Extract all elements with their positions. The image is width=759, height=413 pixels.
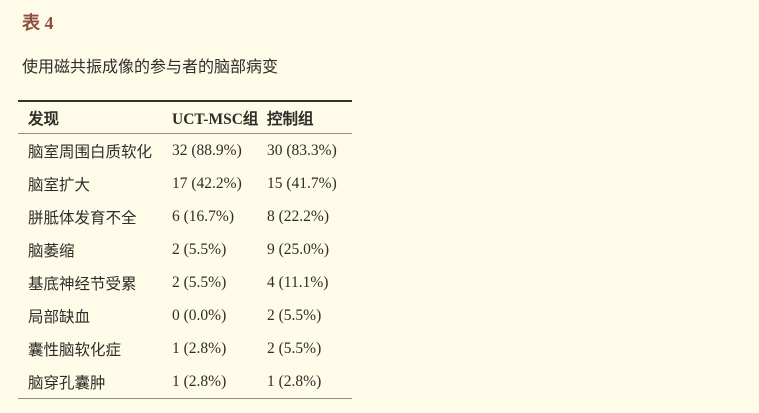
finding-cell: 脑萎缩 (28, 242, 75, 260)
control-value-cell: 9 (25.0%) (267, 240, 329, 258)
finding-cell: 局部缺血 (28, 308, 91, 326)
uct-msc-value-cell: 17 (42.2%) (172, 174, 242, 192)
uct-msc-value-cell: 6 (16.7%) (172, 207, 234, 225)
table-row: 胼胝体发育不全 6 (16.7%) 8 (22.2%) (18, 200, 352, 233)
control-value-cell: 4 (11.1%) (267, 273, 329, 291)
table-caption: 使用磁共振成像的参与者的脑部病变 (22, 59, 279, 76)
uct-msc-value-cell: 32 (88.9%) (172, 141, 242, 159)
finding-cell: 脑室周围白质软化 (28, 143, 153, 161)
finding-cell: 脑穿孔囊肿 (28, 374, 106, 392)
uct-msc-value-cell: 0 (0.0%) (172, 306, 227, 324)
control-value-cell: 1 (2.8%) (267, 372, 322, 390)
table-row: 脑穿孔囊肿 1 (2.8%) 1 (2.8%) (18, 365, 352, 399)
table-row: 囊性脑软化症 1 (2.8%) 2 (5.5%) (18, 332, 352, 365)
finding-cell: 囊性脑软化症 (28, 341, 122, 359)
table-body: 脑室周围白质软化 32 (88.9%) 30 (83.3%) 脑室扩大 17 (42.2… (18, 134, 352, 399)
table-row: 局部缺血 0 (0.0%) 2 (5.5%) (18, 299, 352, 332)
table-header-row: 发现 UCT-MSC组 控制组 (18, 101, 352, 134)
finding-cell: 胼胝体发育不全 (28, 209, 137, 227)
column-header-finding: 发现 (18, 101, 172, 134)
column-header-control-group: 控制组 (267, 101, 352, 134)
uct-msc-value-cell: 1 (2.8%) (172, 372, 227, 390)
column-header-uct-msc-group: UCT-MSC组 (172, 101, 267, 134)
finding-cell: 基底神经节受累 (28, 275, 137, 293)
control-value-cell: 15 (41.7%) (267, 174, 337, 192)
table-row: 脑萎缩 2 (5.5%) 9 (25.0%) (18, 233, 352, 266)
table-row: 脑室周围白质软化 32 (88.9%) 30 (83.3%) (18, 134, 352, 168)
control-value-cell: 30 (83.3%) (267, 141, 337, 159)
finding-cell: 脑室扩大 (28, 176, 91, 194)
uct-msc-value-cell: 1 (2.8%) (172, 339, 227, 357)
control-value-cell: 2 (5.5%) (267, 306, 322, 324)
uct-msc-value-cell: 2 (5.5%) (172, 240, 227, 258)
uct-msc-value-cell: 2 (5.5%) (172, 273, 227, 291)
control-value-cell: 8 (22.2%) (267, 207, 329, 225)
brain-lesions-table: 发现 UCT-MSC组 控制组 脑室周围白质软化 32 (88.9%) 30 (83… (18, 100, 352, 399)
table-row: 脑室扩大 17 (42.2%) 15 (41.7%) (18, 167, 352, 200)
table-label: 表 4 (22, 13, 54, 33)
control-value-cell: 2 (5.5%) (267, 339, 322, 357)
table-row: 基底神经节受累 2 (5.5%) 4 (11.1%) (18, 266, 352, 299)
paper-table-page: 表 4 使用磁共振成像的参与者的脑部病变 发现 UCT-MSC组 控制组 脑室周… (18, 13, 352, 399)
